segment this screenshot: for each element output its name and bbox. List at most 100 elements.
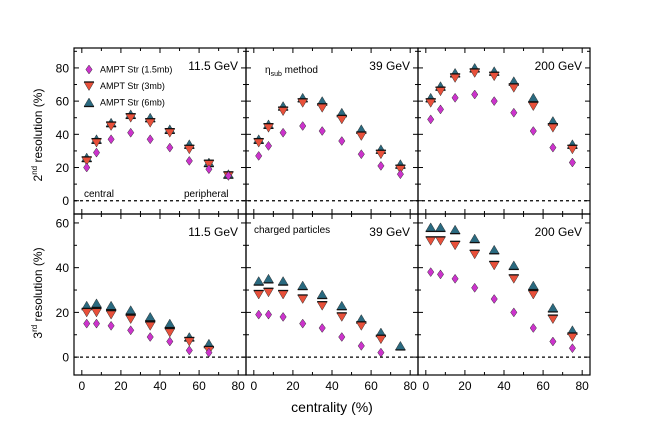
data-point-diamond: [490, 96, 498, 107]
data-point-diamond: [83, 318, 91, 329]
data-point-triangle-up: [469, 233, 481, 243]
x-tick-label: 60: [536, 379, 550, 393]
data-point-diamond: [146, 134, 154, 145]
data-point-triangle-down: [547, 123, 559, 133]
charged-particles-label: charged particles: [254, 225, 330, 236]
data-point-diamond: [529, 323, 537, 333]
y-label-3rd-text: resolution (%): [31, 247, 45, 324]
data-point-diamond: [568, 343, 576, 354]
data-point-triangle-down: [144, 118, 156, 128]
peripheral-label: peripheral: [184, 189, 228, 200]
data-point-diamond: [92, 147, 101, 158]
data-point-triangle-up: [277, 276, 289, 286]
data-point-triangle-down: [277, 106, 289, 117]
data-point-triangle-down: [508, 274, 520, 284]
data-point-triangle-up: [263, 273, 274, 284]
data-point-triangle-up: [488, 244, 500, 255]
x-tick-label: 40: [325, 379, 339, 393]
legend-label-3mb: AMPT Str (3mb): [100, 81, 165, 91]
data-point-triangle-down: [375, 334, 387, 345]
data-point-diamond: [185, 155, 193, 166]
data-point-triangle-down: [355, 131, 367, 141]
legend-marker-diamond: [85, 64, 93, 75]
data-point-triangle-down: [183, 337, 195, 347]
data-point-triangle-down: [449, 241, 461, 251]
data-point-triangle-up: [253, 276, 265, 286]
data-point-triangle-down: [183, 145, 195, 155]
legend-label-6mb: AMPT Str (6mb): [100, 98, 165, 108]
data-point-triangle-down: [81, 308, 93, 318]
energy-label-r1-c2: 39 GeV: [369, 59, 410, 73]
data-point-diamond: [338, 136, 346, 146]
data-point-diamond: [146, 332, 154, 342]
data-point-triangle-down: [527, 290, 539, 300]
data-point-diamond: [166, 142, 174, 153]
data-point-triangle-down: [566, 145, 578, 155]
data-point-diamond: [436, 104, 445, 115]
data-point-triangle-up: [336, 300, 348, 310]
y-label-3rd-num: 3: [31, 332, 45, 339]
y-label-2nd-text: resolution (%): [31, 89, 45, 166]
legend-marker-triangle-down: [83, 81, 95, 91]
data-point-triangle-down: [435, 236, 446, 246]
data-point-triangle-down: [375, 149, 387, 160]
data-point-diamond: [549, 336, 557, 347]
data-point-diamond: [357, 149, 365, 160]
data-point-diamond: [568, 157, 576, 168]
data-point-triangle-down: [316, 301, 328, 311]
data-point-diamond: [427, 114, 435, 125]
data-point-diamond: [510, 307, 518, 318]
data-point-diamond: [427, 267, 435, 278]
data-point-triangle-down: [253, 290, 265, 300]
data-point-diamond: [205, 347, 213, 358]
data-point-triangle-up: [425, 222, 437, 232]
data-point-triangle-down: [469, 250, 481, 260]
y-tick-label: 40: [56, 261, 70, 275]
data-point-diamond: [127, 325, 135, 336]
data-point-diamond: [107, 134, 115, 145]
legend-marker-triangle-up: [83, 97, 95, 107]
data-point-diamond: [396, 169, 404, 180]
y-tick-label: 20: [56, 161, 70, 175]
y-tick-label: 40: [56, 128, 70, 142]
energy-label-r2-c2: 39 GeV: [369, 225, 410, 239]
data-point-diamond: [471, 89, 479, 100]
data-point-triangle-up: [547, 302, 559, 313]
data-point-diamond: [377, 347, 385, 358]
data-point-diamond: [279, 127, 287, 138]
data-point-triangle-down: [435, 86, 446, 97]
data-point-triangle-down: [277, 290, 289, 300]
data-point-diamond: [510, 107, 518, 118]
data-point-triangle-down: [508, 83, 520, 93]
y-label-3rd-sup: rd: [30, 325, 39, 332]
x-tick-label: 20: [114, 379, 128, 393]
y-label-2nd-num: 2: [31, 174, 45, 181]
data-point-diamond: [471, 282, 479, 293]
legend-label-1p5mb: AMPT Str (1.5mb): [100, 65, 172, 75]
data-point-triangle-down: [547, 314, 559, 325]
central-label: central: [84, 189, 114, 200]
data-point-diamond: [255, 309, 263, 320]
x-tick-label: 40: [497, 379, 511, 393]
data-point-triangle-up: [164, 318, 176, 328]
data-point-triangle-down: [297, 98, 309, 108]
y-tick-label: 60: [56, 216, 70, 230]
data-point-triangle-down: [488, 71, 500, 82]
data-point-diamond: [92, 318, 101, 329]
data-point-triangle-up: [105, 300, 117, 310]
data-point-diamond: [338, 332, 346, 342]
x-tick-label: 20: [458, 379, 472, 393]
data-point-triangle-up: [435, 222, 446, 232]
data-point-triangle-down: [164, 328, 176, 338]
data-point-diamond: [377, 160, 385, 171]
x-tick-label: 80: [576, 379, 590, 393]
y-axis-label-2nd: 2nd resolution (%): [30, 89, 45, 182]
eta-symbol: η: [265, 65, 271, 76]
data-point-diamond: [107, 320, 115, 331]
data-point-triangle-down: [105, 310, 117, 320]
data-point-triangle-down: [488, 261, 500, 271]
data-point-diamond: [127, 127, 135, 138]
data-point-triangle-up: [316, 289, 328, 299]
data-point-diamond: [357, 340, 365, 351]
data-point-triangle-up: [297, 280, 309, 290]
